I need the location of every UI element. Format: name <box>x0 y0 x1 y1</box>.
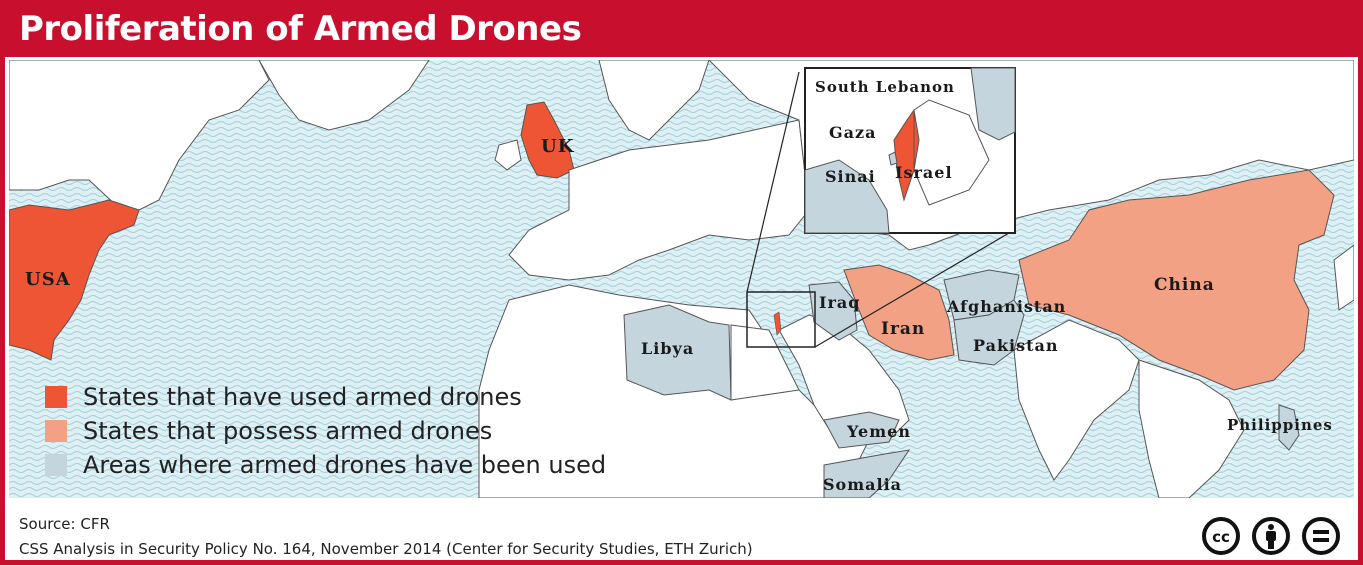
label-libya: Libya <box>641 339 694 358</box>
label-iran: Iran <box>881 319 925 339</box>
label-uk: UK <box>541 136 575 157</box>
canada-landmass <box>9 60 270 211</box>
japan-landmass <box>1333 244 1354 311</box>
label-yemen: Yemen <box>846 422 911 441</box>
label-usa: USA <box>25 269 71 290</box>
no-derivatives-icon <box>1302 517 1340 555</box>
inset-locator-box <box>746 291 816 348</box>
label-pakistan: Pakistan <box>973 336 1059 355</box>
legend-swatch-possess <box>45 420 67 442</box>
ireland-landmass <box>494 139 522 171</box>
label-iraq: Iraq <box>819 293 860 312</box>
legend-label-possess: States that possess armed drones <box>83 417 493 445</box>
attribution-icon <box>1252 517 1290 555</box>
label-afghanistan: Afghanistan <box>946 297 1066 316</box>
footer: Source: CFR CSS Analysis in Security Pol… <box>19 512 753 562</box>
title-bar: Proliferation of Armed Drones <box>5 5 1358 57</box>
legend-item-used: States that have used armed drones <box>45 380 606 414</box>
egypt-landmass <box>730 324 800 401</box>
label-somalia: Somalia <box>823 475 902 494</box>
uk-region <box>520 101 575 179</box>
somalia-region <box>823 449 911 498</box>
legend-item-possess: States that possess armed drones <box>45 414 606 448</box>
yemen-region <box>823 411 900 449</box>
source-text: Source: CFR <box>19 515 110 533</box>
legend-item-areas: Areas where armed drones have been used <box>45 448 606 482</box>
pakistan-region <box>953 299 1025 366</box>
svg-text:cc: cc <box>1212 528 1230 546</box>
israel-mini <box>773 311 782 336</box>
world-map: USA UK China Iran Iraq Afghanistan Pakis… <box>9 60 1354 498</box>
iraq-region <box>808 281 858 341</box>
label-israel: Israel <box>895 163 953 182</box>
southeast-asia-landmass <box>1138 359 1245 498</box>
inset-connector-right <box>814 232 1010 348</box>
legend-swatch-areas <box>45 454 67 476</box>
legend-swatch-used <box>45 386 67 408</box>
europe-landmass <box>508 119 810 281</box>
legend-label-used: States that have used armed drones <box>83 383 522 411</box>
iran-region <box>843 264 955 361</box>
usa-region <box>9 199 140 361</box>
label-china: China <box>1154 275 1215 295</box>
label-philippines: Philippines <box>1227 416 1333 434</box>
label-sinai: Sinai <box>825 167 876 186</box>
label-south-lebanon: South Lebanon <box>815 78 955 96</box>
label-gaza: Gaza <box>829 123 876 142</box>
philippines-region <box>1278 404 1300 451</box>
legend-label-areas: Areas where armed drones have been used <box>83 451 607 479</box>
india-landmass <box>1013 319 1140 481</box>
greenland-landmass <box>258 60 430 131</box>
israel-inset <box>804 67 1016 234</box>
creative-commons-icon: cc <box>1202 517 1240 555</box>
inset-connector-left <box>746 71 800 293</box>
map-legend: States that have used armed drones State… <box>45 380 606 482</box>
scandinavia-landmass <box>598 60 710 141</box>
citation-text: CSS Analysis in Security Policy No. 164,… <box>19 540 753 558</box>
china-region <box>1018 169 1335 391</box>
page-title: Proliferation of Armed Drones <box>19 9 582 49</box>
